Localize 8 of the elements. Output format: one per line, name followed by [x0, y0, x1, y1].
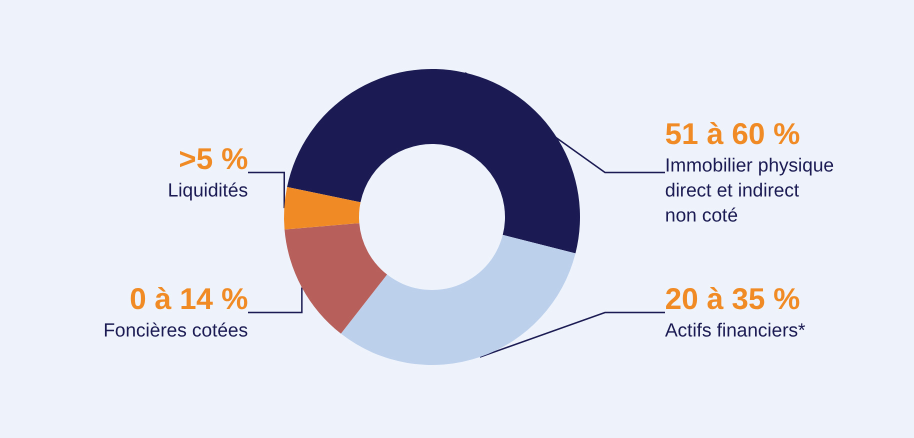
- text: 20 à 35 %: [665, 283, 800, 316]
- text: 51 à 60 %: [665, 118, 800, 151]
- text: 0 à 14 %: [130, 283, 248, 316]
- slice-label: Foncières cotées: [103, 320, 248, 342]
- slice-label: Actifs financiers*: [665, 320, 806, 342]
- slice-label: Immobilier physique direct et indirect non coté: [665, 156, 834, 226]
- text: >5 %: [178, 143, 248, 176]
- slice-label: Liquidités: [168, 180, 248, 202]
